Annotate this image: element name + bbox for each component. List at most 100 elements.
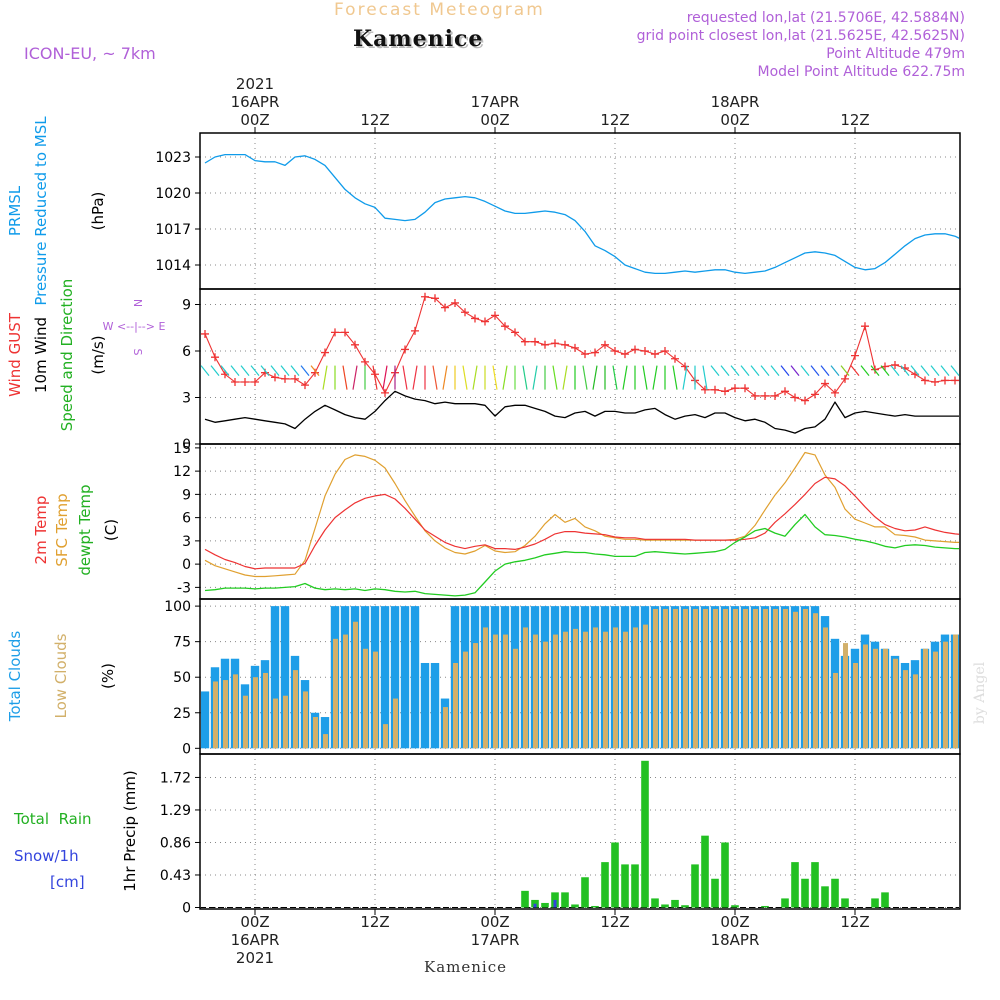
- rain-bar: [691, 864, 699, 908]
- gust-marker: [431, 294, 439, 303]
- low-cloud-bar: [943, 641, 948, 749]
- wind-direction-arrow: [382, 365, 388, 390]
- y-tick-label: 1014: [155, 258, 191, 274]
- wind-direction-arrow: [612, 365, 618, 390]
- rain-bar: [651, 898, 659, 908]
- rain-bar: [761, 905, 769, 908]
- rain-bar: [601, 862, 609, 908]
- total-cloud-bar: [390, 606, 400, 749]
- y-tick-label: 0.43: [160, 868, 191, 884]
- wind-direction-arrow: [270, 365, 280, 376]
- wind-direction-arrow: [250, 365, 260, 376]
- y-tick-label: 9: [182, 298, 191, 314]
- wind-direction-arrow: [472, 365, 478, 390]
- gust-marker: [331, 328, 339, 337]
- low-cloud-bar: [483, 627, 488, 749]
- wind-direction-arrow: [840, 365, 850, 376]
- y-tick-label: 0: [182, 900, 191, 916]
- gust-marker: [501, 322, 509, 331]
- gust-marker: [811, 390, 819, 399]
- temp-unit: (C): [102, 519, 120, 541]
- gust-marker: [541, 340, 549, 349]
- total-cloud-bar: [270, 606, 280, 749]
- gust-marker: [411, 326, 419, 335]
- low-cloud-bar: [693, 608, 698, 749]
- wind-direction-arrow: [322, 365, 328, 390]
- panel-frame: [199, 288, 961, 445]
- app-title: Forecast Meteogram: [334, 0, 545, 20]
- low-cloud-bar: [443, 707, 448, 749]
- total-cloud-bar: [201, 691, 210, 749]
- gust-marker: [481, 317, 489, 326]
- panel-frame: [199, 753, 961, 910]
- rain-bar: [631, 864, 639, 908]
- low-cloud-bar: [753, 608, 758, 749]
- low-cloud-bar: [453, 662, 458, 749]
- low-cloud-bar: [463, 651, 468, 749]
- low-cloud-bar: [263, 672, 268, 749]
- rain-bar: [821, 886, 829, 908]
- low-cloud-bar: [713, 608, 718, 749]
- gust-marker: [461, 308, 469, 317]
- x-tick-label-bottom: 00Z: [480, 913, 509, 931]
- rain-bar: [611, 842, 619, 908]
- wind-direction-arrow: [890, 365, 900, 376]
- low-cloud-bar: [573, 628, 578, 749]
- wind-direction-arrow: [300, 365, 310, 376]
- wind-10m-line: [204, 390, 959, 434]
- wind-direction-arrow: [940, 365, 950, 376]
- rain-bar: [541, 902, 549, 908]
- low-cloud-bar: [643, 624, 648, 749]
- low-cloud-bar: [773, 608, 778, 749]
- gust-marker: [741, 384, 749, 393]
- wind-direction-arrow: [880, 365, 890, 376]
- low-cloud-bar: [243, 695, 248, 749]
- low-cloud-bar: [523, 627, 528, 749]
- wind-direction-arrow: [900, 365, 910, 376]
- x-tick-label-bottom: 00Z: [720, 913, 749, 931]
- y-tick-label: -3: [177, 580, 191, 596]
- gust-marker: [701, 385, 709, 394]
- wind-direction-arrow: [290, 365, 300, 376]
- low-cloud-bar: [253, 677, 258, 749]
- wind-direction-arrow: [432, 365, 438, 390]
- low-cloud-bar: [903, 670, 908, 749]
- requested-coords: requested lon,lat (21.5706E, 42.5884N): [686, 10, 965, 26]
- total-cloud-bar: [280, 606, 290, 749]
- precip-unit: 1hr Precip (mm): [121, 770, 139, 891]
- low-cloud-bar: [673, 608, 678, 749]
- low-cloud-bar: [683, 608, 688, 749]
- wind-direction-arrow: [860, 365, 870, 376]
- low-cloud-bar: [393, 698, 398, 749]
- total-cloud-bar: [400, 606, 410, 749]
- wind-direction-arrow: [790, 365, 800, 376]
- y-tick-label: 0: [182, 741, 191, 757]
- rain-bar: [831, 878, 839, 908]
- gust-marker: [401, 345, 409, 354]
- wind-direction-arrow: [642, 365, 648, 390]
- rain-bar: [561, 892, 569, 908]
- pressure-line: [204, 153, 959, 275]
- x-tick-label-bottom: 2021: [236, 949, 274, 967]
- gust-marker: [761, 391, 769, 400]
- low-cloud-bar: [823, 627, 828, 749]
- x-tick-label-top: 12Z: [840, 111, 869, 129]
- gust-marker: [201, 329, 209, 338]
- wind-direction-arrow: [562, 365, 568, 390]
- y-tick-label: 0: [182, 437, 191, 453]
- low-cloud-bar: [733, 608, 738, 749]
- low-cloud-bar: [513, 648, 518, 749]
- footer-location: Kamenice: [424, 958, 507, 976]
- gust-marker: [801, 396, 809, 405]
- wind-direction-arrow: [961, 366, 969, 376]
- pressure-label-2: Pressure Reduced to MSL: [32, 116, 50, 306]
- low-cloud-bar: [493, 634, 498, 749]
- wind-direction-arrow: [850, 365, 860, 376]
- x-tick-label-top: 12Z: [600, 111, 629, 129]
- gust-marker: [241, 378, 249, 386]
- wind-direction-arrow: [930, 365, 940, 376]
- y-tick-label: 1017: [155, 222, 191, 238]
- precip-plot: [201, 760, 959, 908]
- gust-marker: [281, 374, 289, 383]
- panel-frame: [199, 132, 961, 290]
